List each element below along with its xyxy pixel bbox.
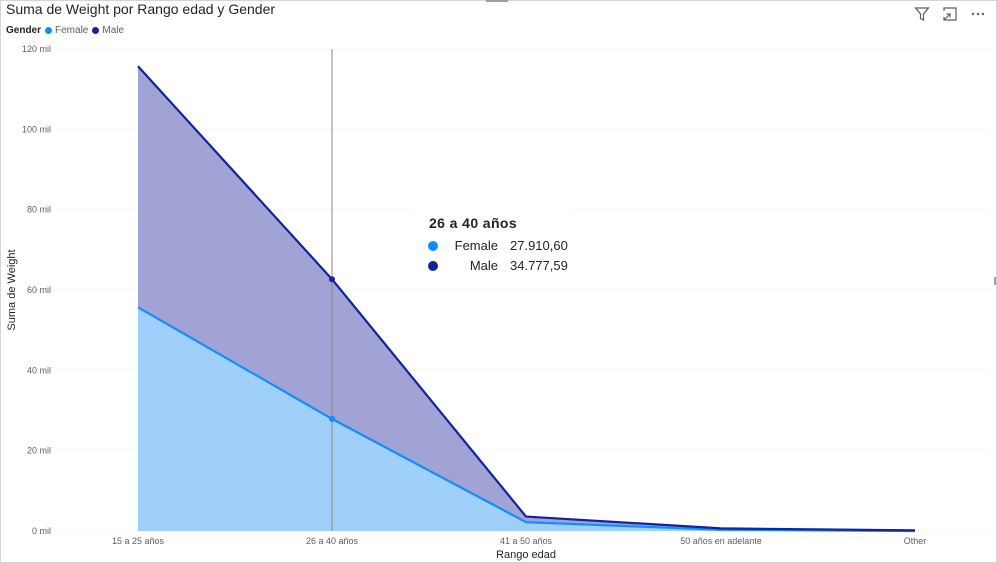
y-tick-label: 60 mil xyxy=(27,285,51,295)
hover-marker-female xyxy=(329,415,335,422)
tooltip-series-name: Male xyxy=(469,258,498,273)
legend-marker-male xyxy=(92,27,100,34)
x-axis-title: Rango edad xyxy=(496,549,556,561)
focus-mode-icon[interactable] xyxy=(941,5,959,23)
filter-icon[interactable] xyxy=(913,5,931,23)
y-tick-label: 0 mil xyxy=(32,526,51,536)
y-tick-label: 100 mil xyxy=(22,124,51,134)
visual-title: Suma de Weight por Rango edad y Gender xyxy=(6,1,276,17)
legend-label-female: Female xyxy=(55,25,89,36)
series-areas xyxy=(138,66,915,531)
tooltip-title: 26 a 40 años xyxy=(429,215,518,231)
resize-handle-right[interactable] xyxy=(994,277,996,285)
y-tick-label: 40 mil xyxy=(27,365,51,375)
legend-item-female[interactable]: Female xyxy=(45,25,88,36)
tooltip-row-male: Male 34.777,59 xyxy=(428,258,568,273)
legend-label-male: Male xyxy=(102,25,125,36)
tooltip-series-value: 27.910,60 xyxy=(510,238,568,253)
series-lines xyxy=(137,65,916,533)
resize-handle-top[interactable] xyxy=(486,0,508,2)
x-tick-label: 15 a 25 años xyxy=(112,536,165,546)
tooltip-row-female: Female 27.910,60 xyxy=(428,238,568,253)
more-options-icon[interactable] xyxy=(969,5,987,23)
legend-title: Gender xyxy=(6,25,42,36)
legend: Gender Female Male xyxy=(6,25,128,36)
tooltip-marker-male xyxy=(428,260,438,271)
tooltip: 26 a 40 años Female 27.910,60 Male 34.77… xyxy=(414,205,572,287)
y-axis-title: Suma de Weight xyxy=(6,249,18,330)
tooltip-series-value: 34.777,59 xyxy=(510,258,568,273)
visual-header-icons xyxy=(913,5,987,23)
y-tick-label: 120 mil xyxy=(22,44,51,54)
tooltip-series-name: Female xyxy=(454,238,498,253)
y-tick-label: 80 mil xyxy=(27,205,51,215)
hover-indicator xyxy=(329,49,335,531)
x-tick-label: 26 a 40 años xyxy=(306,536,359,546)
x-tick-label: Other xyxy=(904,536,927,546)
legend-item-male[interactable]: Male xyxy=(92,25,124,36)
hover-marker-male xyxy=(329,276,335,283)
axes: 0 mil 20 mil 40 mil 60 mil 80 mil 100 mil 120 … xyxy=(6,44,926,561)
x-tick-label: 50 años en adelante xyxy=(680,536,762,546)
x-tick-label: 41 a 50 años xyxy=(500,536,553,546)
tooltip-marker-female xyxy=(428,240,438,251)
y-tick-label: 20 mil xyxy=(27,446,51,456)
legend-marker-female xyxy=(45,27,53,34)
